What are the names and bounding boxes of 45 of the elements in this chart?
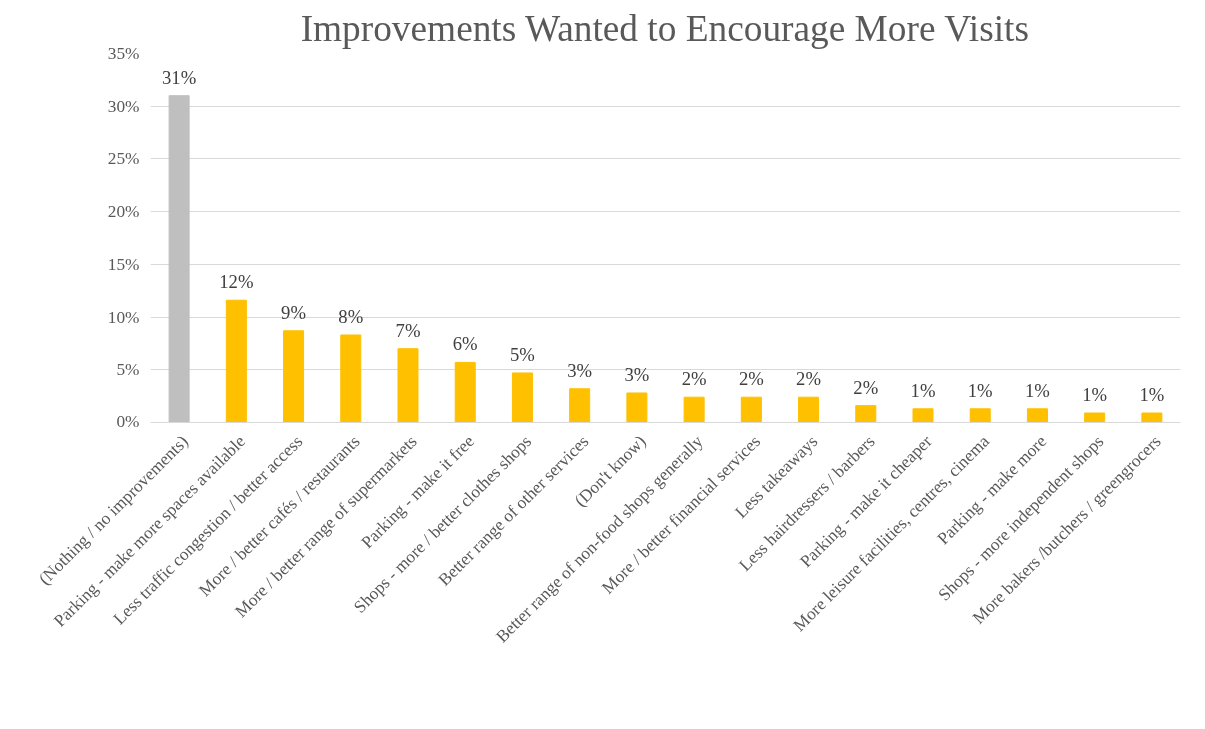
- bar: [569, 388, 591, 423]
- data-label: 3%: [567, 359, 593, 381]
- data-label: 1%: [910, 379, 936, 401]
- bar: [397, 348, 419, 423]
- bar: [168, 95, 190, 423]
- data-label: 1%: [1025, 379, 1050, 401]
- data-label: 1%: [1082, 384, 1108, 406]
- bar: [511, 372, 533, 423]
- bar: [740, 396, 762, 423]
- data-label: 9%: [281, 301, 306, 323]
- data-label: 31%: [162, 66, 197, 88]
- y-tick-label: 25%: [107, 149, 140, 169]
- bar: [225, 299, 247, 423]
- data-label: 7%: [395, 319, 421, 341]
- data-label: 1%: [1139, 384, 1165, 406]
- y-tick-label: 35%: [107, 44, 140, 63]
- y-tick-label: 10%: [107, 307, 140, 327]
- y-tick-label: 20%: [107, 202, 140, 222]
- data-label: 2%: [681, 368, 707, 390]
- data-label: 8%: [338, 305, 364, 327]
- data-label: 2%: [796, 368, 821, 390]
- chart-title: Improvements Wanted to Encourage More Visits: [300, 7, 1030, 49]
- bar: [912, 408, 934, 423]
- bar: [626, 392, 648, 423]
- bar: [1084, 412, 1106, 423]
- bar: [454, 361, 476, 423]
- bar: [1141, 412, 1163, 423]
- data-label: 1%: [967, 379, 993, 401]
- data-label: 3%: [624, 363, 650, 385]
- data-label: 6%: [452, 333, 478, 355]
- data-label: 5%: [510, 343, 535, 365]
- y-tick-label: 15%: [107, 254, 140, 274]
- bar: [683, 396, 705, 423]
- bar: [340, 334, 362, 423]
- data-label: 2%: [853, 376, 879, 398]
- data-label: 12%: [219, 271, 254, 293]
- bar: [969, 408, 991, 423]
- data-label: 2%: [738, 368, 764, 390]
- bar: [1026, 408, 1048, 423]
- y-tick-label: 30%: [107, 96, 140, 116]
- bar: [855, 405, 877, 423]
- bar: [283, 330, 305, 423]
- y-tick-label: 5%: [116, 360, 140, 380]
- bar: [798, 396, 820, 423]
- y-tick-label: 0%: [116, 411, 140, 431]
